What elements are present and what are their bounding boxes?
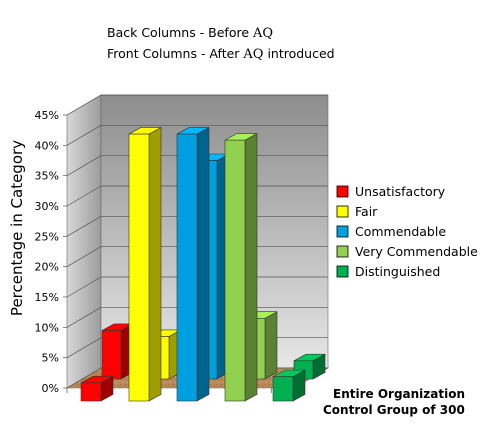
- y-tick-label: 25%: [35, 230, 59, 243]
- subtitle-line-2: Front Columns - After AQ introduced: [107, 46, 335, 62]
- y-tick-label: 5%: [42, 352, 59, 365]
- subtitle-line-1-text: Back Columns - Before: [107, 25, 253, 40]
- legend-swatch: [336, 245, 349, 258]
- gridline-side: [66, 185, 102, 207]
- y-tick-label: 35%: [35, 170, 59, 183]
- legend-label: Commendable: [355, 224, 446, 239]
- back-bar-unsatisfactory: [101, 323, 134, 380]
- subtitle-line-1-symbol: AQ: [252, 26, 273, 41]
- gridline-side: [66, 155, 102, 176]
- subtitle-line-2-text: Front Columns - After: [107, 46, 243, 61]
- x-axis-label-line-2: Control Group of 300: [323, 403, 465, 417]
- y-axis-title: Percentage in Category: [8, 140, 26, 316]
- legend-swatch: [336, 205, 349, 218]
- y-tick-label: 40%: [35, 139, 59, 152]
- gridline-side: [66, 276, 102, 298]
- subtitle-line-2-suffix: introduced: [263, 46, 334, 61]
- legend-swatch: [336, 265, 349, 278]
- gridline-side: [66, 94, 102, 116]
- front-bar-unsatisfactory: [80, 375, 114, 402]
- gridline-side: [66, 337, 102, 358]
- subtitle-line-2-symbol: AQ: [242, 47, 263, 62]
- front-series-bars: [80, 126, 306, 402]
- left-side-wall: [66, 94, 102, 389]
- y-tick-label: 15%: [35, 291, 59, 304]
- y-axis-ticks: 0% 5% 10% 15% 20% 25% 30% 35% 40% 45%: [35, 109, 67, 395]
- y-tick-label: 10%: [35, 321, 59, 334]
- chart-subtitle-block: Back Columns - Before AQ Front Columns -…: [107, 25, 335, 62]
- y-tick-label: 45%: [35, 109, 59, 122]
- gridline-side: [66, 125, 102, 146]
- y-tick-label: 30%: [35, 200, 59, 213]
- front-bar-very-commendable: [224, 133, 258, 402]
- x-axis-label-line-1: Entire Organization: [333, 387, 465, 401]
- legend: Unsatisfactory Fair Commendable Very Commen…: [336, 184, 478, 279]
- front-bar-distinguished: [272, 369, 306, 402]
- legend-swatch: [336, 225, 349, 238]
- y-tick-label: 0%: [42, 382, 59, 395]
- y-tick-label: 20%: [35, 261, 59, 274]
- gridline-side: [66, 307, 102, 328]
- gridline-side: [66, 246, 102, 267]
- front-bar-commendable: [176, 126, 210, 402]
- front-bar-fair: [128, 126, 162, 402]
- gridline-side: [66, 216, 102, 237]
- subtitle-line-1: Back Columns - Before AQ: [107, 25, 273, 41]
- legend-label: Fair: [355, 204, 378, 219]
- gridline-side: [66, 367, 102, 389]
- legend-label: Very Commendable: [355, 244, 478, 259]
- legend-label: Unsatisfactory: [355, 184, 446, 199]
- legend-label: Distinguished: [355, 264, 440, 279]
- legend-swatch: [336, 185, 349, 198]
